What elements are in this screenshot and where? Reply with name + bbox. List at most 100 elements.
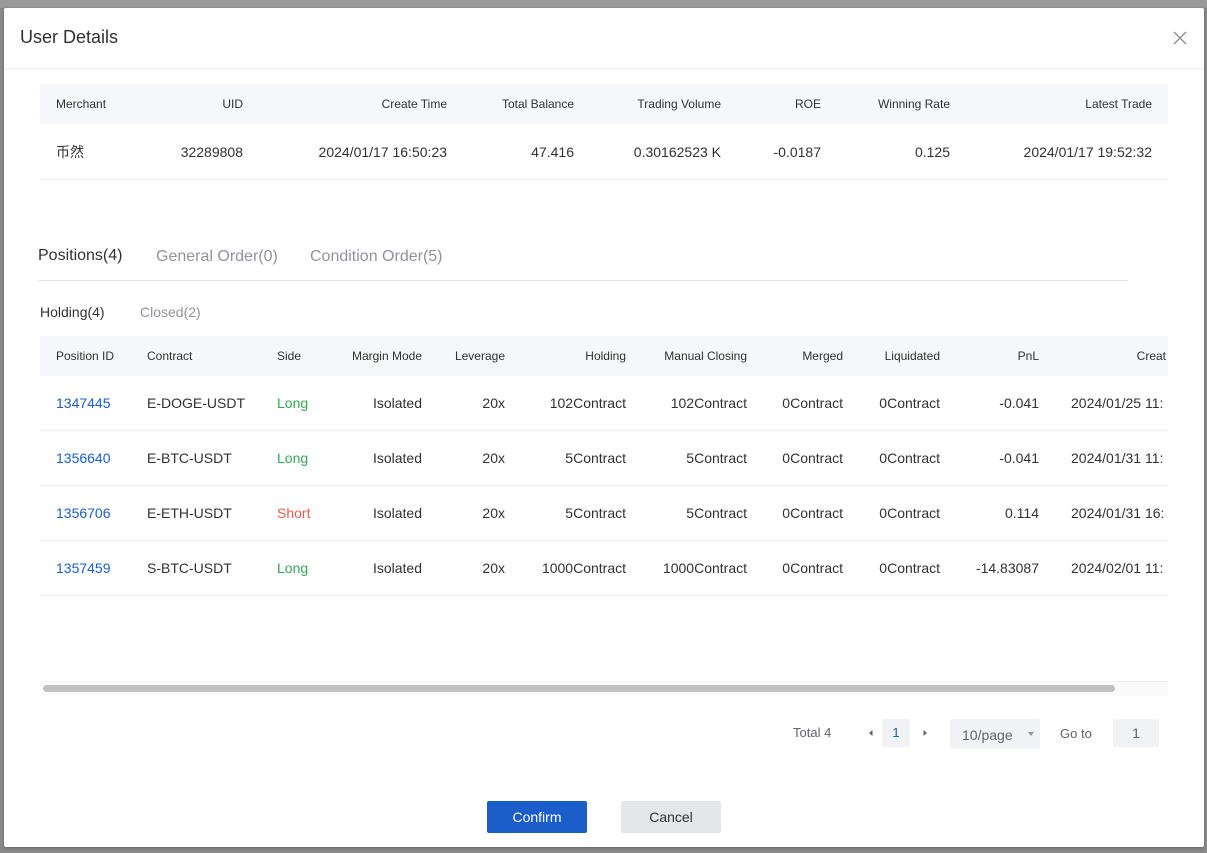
table-row: 1356706 E-ETH-USDT Short Isolated 20x 5C…	[40, 485, 1168, 541]
margin-mode-cell: Isolated	[317, 540, 422, 596]
col-header-liquidated: Liquidated	[843, 336, 940, 376]
merged-cell: 0Contract	[747, 540, 843, 596]
col-header-side: Side	[261, 336, 317, 376]
leverage-cell: 20x	[422, 376, 505, 431]
tab-condition-order[interactable]: Condition Order(5)	[310, 248, 443, 265]
pnl-cell: -14.83087	[940, 540, 1039, 596]
user-summary-table: Merchant UID Create Time Total Balance T…	[40, 84, 1168, 180]
position-id-link[interactable]: 1356706	[56, 505, 111, 521]
positions-table-container: Position ID Contract Side Margin Mode Le…	[40, 336, 1168, 676]
page-size-select[interactable]: 10/page	[950, 719, 1040, 749]
cancel-button[interactable]: Cancel	[621, 801, 721, 833]
holding-cell: 5Contract	[505, 430, 626, 486]
liquidated-cell: 0Contract	[843, 540, 940, 596]
col-header-pnl: PnL	[940, 336, 1039, 376]
liquidated-cell: 0Contract	[843, 430, 940, 486]
chevron-left-icon	[869, 730, 873, 736]
table-row: 1347445 E-DOGE-USDT Long Isolated 20x 10…	[40, 376, 1168, 431]
latest-trade-value: 2024/01/17 19:52:32	[966, 124, 1168, 180]
col-header-position-id: Position ID	[40, 336, 131, 376]
caret-down-icon	[1028, 732, 1034, 736]
contract-cell: E-BTC-USDT	[131, 430, 261, 486]
user-details-dialog: User Details Merchant UID Create Time To…	[4, 8, 1204, 847]
page-size-value: 10/page	[962, 727, 1013, 743]
merged-cell: 0Contract	[747, 430, 843, 486]
col-header-contract: Contract	[131, 336, 261, 376]
prev-page-button[interactable]	[864, 726, 878, 740]
col-header-manual-closing: Manual Closing	[626, 336, 747, 376]
side-cell: Long	[261, 430, 317, 486]
col-header-trading-volume: Trading Volume	[590, 84, 737, 124]
col-header-merchant: Merchant	[40, 84, 128, 124]
create-time-cell: 2024/01/31 16:	[1039, 485, 1168, 541]
pnl-cell: -0.041	[940, 430, 1039, 486]
merged-cell: 0Contract	[747, 376, 843, 431]
merged-cell: 0Contract	[747, 485, 843, 541]
scrollbar-thumb[interactable]	[43, 685, 1115, 692]
table-row: 1357459 S-BTC-USDT Long Isolated 20x 100…	[40, 540, 1168, 596]
leverage-cell: 20x	[422, 430, 505, 486]
contract-cell: E-ETH-USDT	[131, 485, 261, 541]
close-button[interactable]	[1168, 26, 1192, 50]
modal-backdrop	[0, 0, 1207, 8]
page-number-current[interactable]: 1	[882, 719, 910, 747]
col-header-roe: ROE	[737, 84, 837, 124]
uid-value: 32289808	[128, 124, 259, 180]
position-id-link[interactable]: 1356640	[56, 450, 111, 466]
leverage-cell: 20x	[422, 540, 505, 596]
col-header-uid: UID	[128, 84, 259, 124]
chevron-right-icon	[923, 730, 927, 736]
liquidated-cell: 0Contract	[843, 485, 940, 541]
roe-value: -0.0187	[737, 124, 837, 180]
col-header-margin-mode: Margin Mode	[317, 336, 422, 376]
dialog-title: User Details	[20, 27, 119, 47]
margin-mode-cell: Isolated	[317, 485, 422, 541]
summary-row: 币然 32289808 2024/01/17 16:50:23 47.416 0…	[40, 124, 1168, 180]
horizontal-scrollbar[interactable]	[40, 681, 1168, 696]
total-balance-value: 47.416	[463, 124, 590, 180]
create-time-cell: 2024/01/25 11:	[1039, 376, 1168, 431]
manual-closing-cell: 1000Contract	[626, 540, 747, 596]
holding-cell: 5Contract	[505, 485, 626, 541]
contract-cell: S-BTC-USDT	[131, 540, 261, 596]
col-header-merged: Merged	[747, 336, 843, 376]
holding-cell: 1000Contract	[505, 540, 626, 596]
side-cell: Short	[261, 485, 317, 541]
goto-page-input[interactable]	[1113, 719, 1159, 747]
subtab-holding[interactable]: Holding(4)	[40, 304, 105, 320]
next-page-button[interactable]	[918, 726, 932, 740]
pnl-cell: 0.114	[940, 485, 1039, 541]
side-cell: Long	[261, 540, 317, 596]
merchant-value: 币然	[40, 124, 128, 180]
margin-mode-cell: Isolated	[317, 430, 422, 486]
col-header-winning-rate: Winning Rate	[837, 84, 966, 124]
col-header-leverage: Leverage	[422, 336, 505, 376]
leverage-cell: 20x	[422, 485, 505, 541]
col-header-total-balance: Total Balance	[463, 84, 590, 124]
col-header-create-time: Creat	[1039, 336, 1168, 376]
subtab-closed[interactable]: Closed(2)	[140, 304, 201, 320]
table-row: 1356640 E-BTC-USDT Long Isolated 20x 5Co…	[40, 430, 1168, 486]
winning-rate-value: 0.125	[837, 124, 966, 180]
side-cell: Long	[261, 376, 317, 431]
col-header-create-time: Create Time	[259, 84, 463, 124]
tab-positions[interactable]: Positions(4)	[38, 247, 123, 264]
pnl-cell: -0.041	[940, 376, 1039, 431]
positions-header-row: Position ID Contract Side Margin Mode Le…	[40, 336, 1168, 376]
confirm-button[interactable]: Confirm	[487, 801, 587, 833]
create-time-cell: 2024/01/31 11:	[1039, 430, 1168, 486]
col-header-holding: Holding	[505, 336, 626, 376]
margin-mode-cell: Isolated	[317, 376, 422, 431]
tab-general-order[interactable]: General Order(0)	[156, 248, 278, 265]
manual-closing-cell: 5Contract	[626, 430, 747, 486]
create-time-cell: 2024/02/01 11:	[1039, 540, 1168, 596]
manual-closing-cell: 102Contract	[626, 376, 747, 431]
position-id-link[interactable]: 1347445	[56, 395, 111, 411]
positions-table: Position ID Contract Side Margin Mode Le…	[40, 336, 1168, 596]
trading-volume-value: 0.30162523 K	[590, 124, 737, 180]
position-id-link[interactable]: 1357459	[56, 560, 111, 576]
contract-cell: E-DOGE-USDT	[131, 376, 261, 431]
pagination-total: Total 4	[793, 725, 832, 740]
summary-header-row: Merchant UID Create Time Total Balance T…	[40, 84, 1168, 124]
col-header-latest-trade: Latest Trade	[966, 84, 1168, 124]
